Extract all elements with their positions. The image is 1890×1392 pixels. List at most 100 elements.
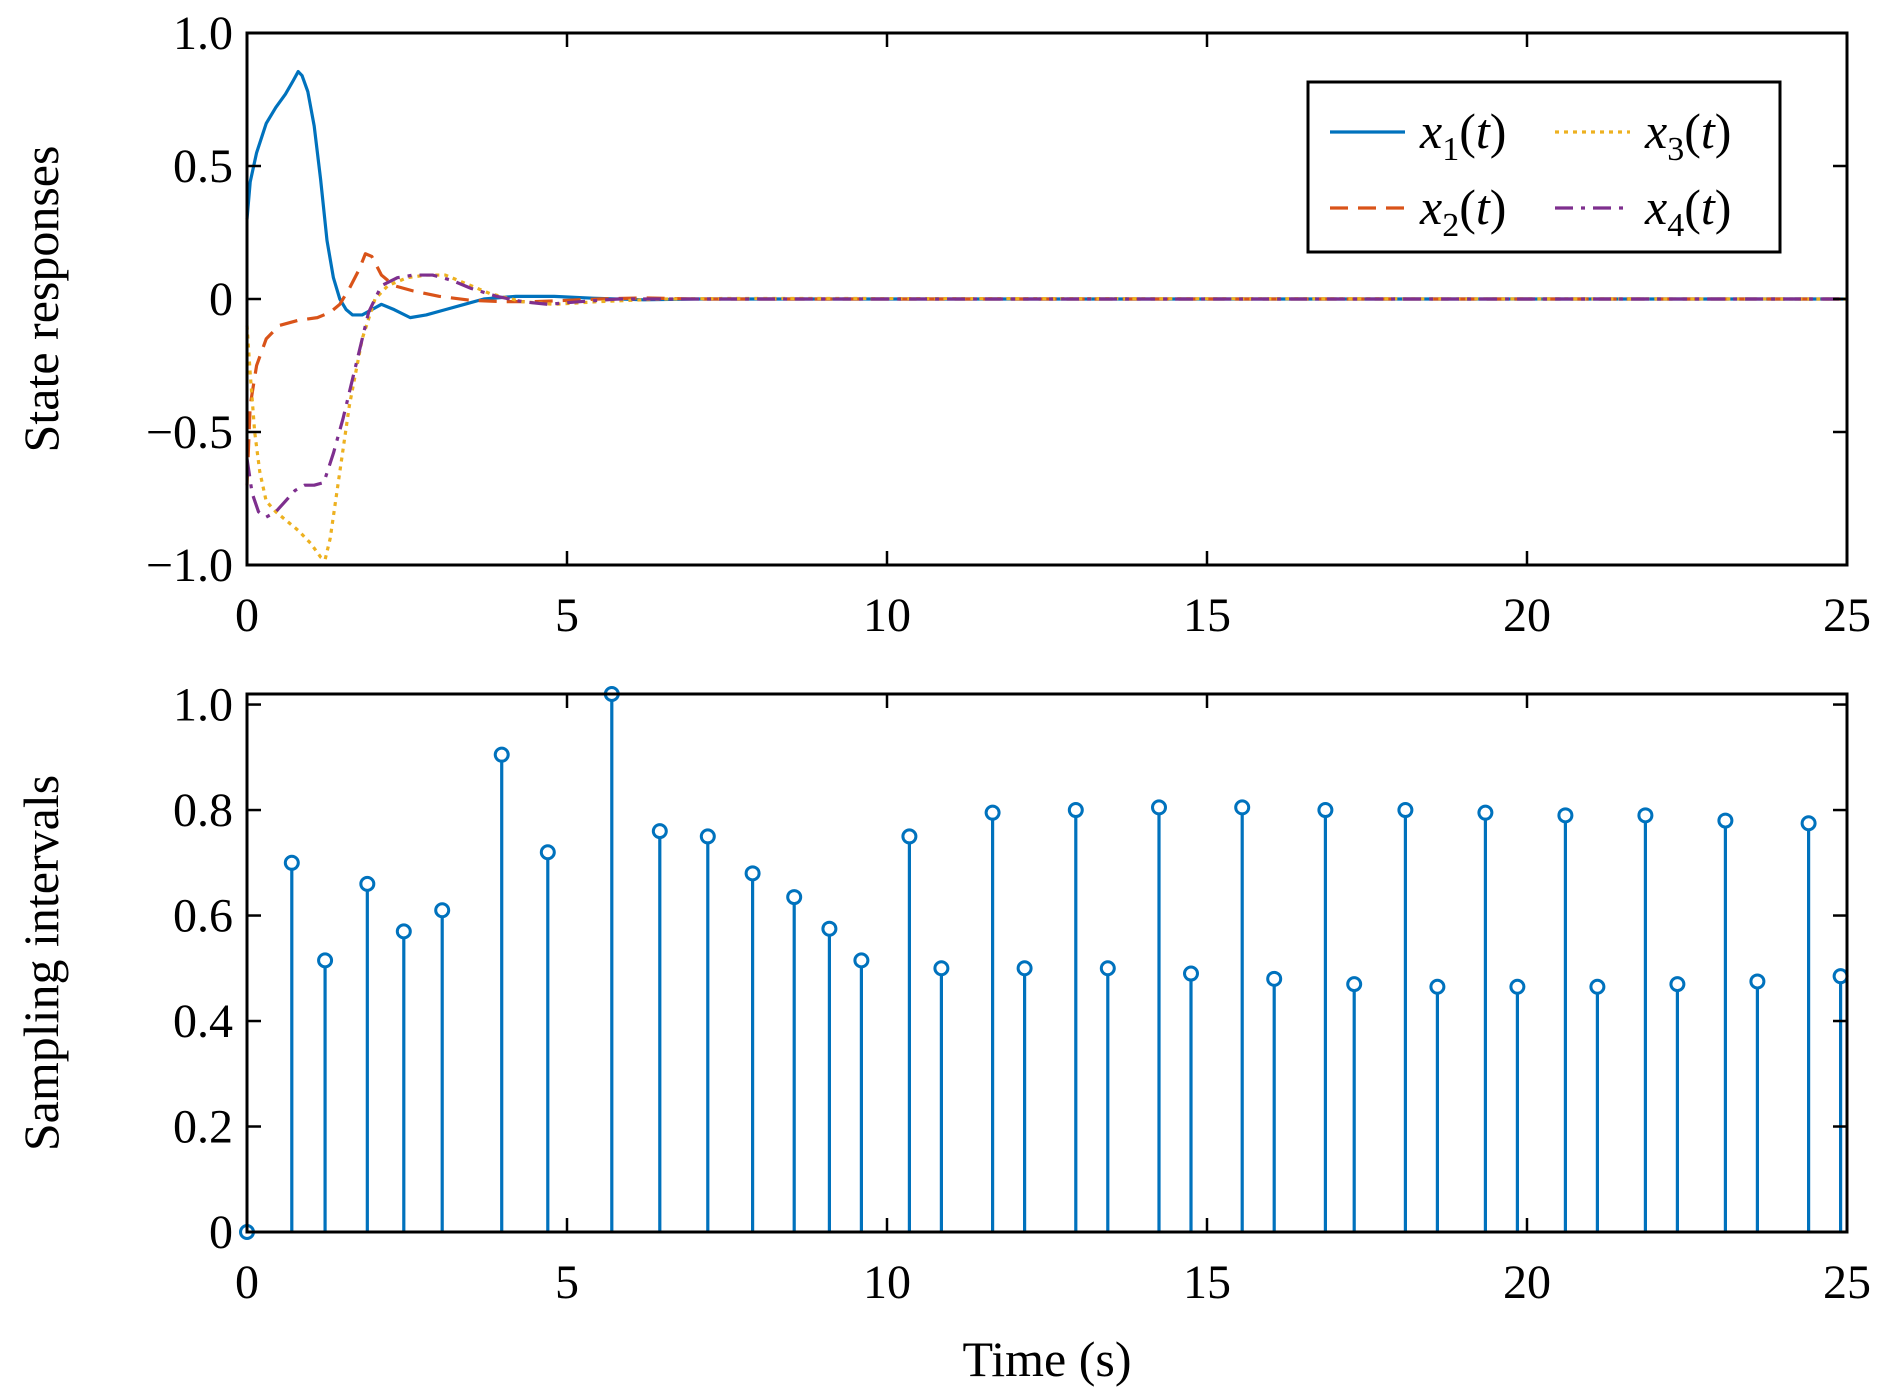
legend-subscript: 1 <box>1442 131 1459 168</box>
y-tick-label: 1.0 <box>173 7 233 60</box>
legend-paren-open: ( <box>1684 179 1701 235</box>
sampling-intervals-plot-area <box>239 686 1849 1240</box>
y-tick-label: 0 <box>209 273 233 326</box>
stem-marker <box>434 902 451 919</box>
legend-var: x <box>1419 103 1442 159</box>
sampling-intervals-x-ticks: 0 5 10 15 20 25 <box>235 694 1871 1309</box>
y-tick-label: −0.5 <box>146 406 233 459</box>
legend-paren-open: ( <box>1684 103 1701 159</box>
legend-var: x <box>1644 103 1667 159</box>
state-responses-x-ticks: 0 5 10 15 20 25 <box>235 33 1871 642</box>
stem-marker <box>1151 799 1167 816</box>
state-responses-y-ticks: −1.0 −0.5 0 0.5 1.0 <box>146 7 1847 592</box>
sampling-intervals-chart: 0 0.2 0.4 0.6 0.8 1.0 0 5 10 15 20 25 Sampling int… <box>13 679 1871 1387</box>
stem-marker <box>1099 960 1116 977</box>
x-tick-label: 20 <box>1503 589 1551 642</box>
stem-marker <box>786 889 803 906</box>
stem-marker <box>821 920 838 937</box>
stem-marker <box>1589 978 1606 995</box>
legend-subscript: 3 <box>1667 131 1684 168</box>
legend-arg: t <box>1476 103 1491 159</box>
x-tick-label: 25 <box>1823 1256 1871 1309</box>
legend-box <box>1306 80 1782 254</box>
stem-marker <box>933 960 950 977</box>
x-tick-label: 20 <box>1503 1256 1551 1309</box>
x-tick-label: 25 <box>1823 589 1871 642</box>
stem-marker <box>395 923 412 940</box>
legend-label-x4: x4(t) <box>1644 179 1731 244</box>
y-tick-label: 0.5 <box>173 140 233 193</box>
y-tick-label: 0.2 <box>173 1101 233 1154</box>
sampling-intervals-axes-frame <box>245 692 1849 1234</box>
stem-marker <box>1317 802 1334 819</box>
stem-marker <box>283 854 300 871</box>
sampling-intervals-y-ticks: 0 0.2 0.4 0.6 0.8 1.0 <box>173 679 1847 1259</box>
stem-marker <box>1346 976 1363 993</box>
legend: x1(t)x2(t)x3(t)x4(t) <box>1306 80 1782 254</box>
legend-var: x <box>1419 179 1442 235</box>
y-tick-label: 0.6 <box>173 890 233 943</box>
stem-marker <box>359 875 376 892</box>
series-line-x1 <box>245 69 1847 320</box>
x-tick-label: 0 <box>235 1256 259 1309</box>
y-tick-label: 0.8 <box>173 784 233 837</box>
stem-marker <box>853 952 870 969</box>
stem-marker <box>1477 804 1494 821</box>
series-line-x4 <box>245 273 1847 519</box>
stem-marker <box>1832 968 1849 985</box>
stem-marker <box>1234 799 1251 816</box>
stem-marker <box>1429 978 1446 995</box>
stem-marker <box>984 804 1001 821</box>
stem-marker <box>1637 807 1654 824</box>
legend-label-x1: x1(t) <box>1419 103 1506 168</box>
sampling-intervals-y-axis-title: Sampling intervals <box>13 775 69 1151</box>
legend-arg: t <box>1701 103 1716 159</box>
y-tick-label: 0.4 <box>173 995 233 1048</box>
legend-paren-close: ) <box>1715 103 1732 159</box>
stem-marker <box>1669 976 1686 993</box>
stem-marker <box>1557 807 1574 824</box>
legend-paren-close: ) <box>1715 179 1732 235</box>
legend-label-x3: x3(t) <box>1644 103 1731 168</box>
legend-paren-close: ) <box>1490 103 1507 159</box>
state-responses-y-axis-title: State responses <box>13 146 69 453</box>
stem-marker <box>1509 978 1526 995</box>
legend-paren-close: ) <box>1490 179 1507 235</box>
x-tick-label: 10 <box>863 589 911 642</box>
legend-arg: t <box>1476 179 1491 235</box>
stem-marker <box>493 746 510 763</box>
y-tick-label: 0 <box>209 1206 233 1259</box>
stem-marker <box>1397 802 1414 819</box>
y-tick-label: 1.0 <box>173 679 233 732</box>
legend-subscript: 4 <box>1667 207 1684 244</box>
legend-subscript: 2 <box>1442 207 1459 244</box>
legend-var: x <box>1644 179 1667 235</box>
x-tick-label: 5 <box>555 1256 579 1309</box>
stem-marker <box>1717 812 1734 829</box>
time-x-axis-title: Time (s) <box>962 1331 1131 1387</box>
legend-paren-open: ( <box>1459 179 1476 235</box>
stem-marker <box>901 828 918 845</box>
x-tick-label: 5 <box>555 589 579 642</box>
series-line-x2 <box>245 252 1847 486</box>
stem-marker <box>1266 970 1283 987</box>
x-tick-label: 10 <box>863 1256 911 1309</box>
x-tick-label: 15 <box>1183 589 1231 642</box>
stem-marker <box>1016 960 1033 977</box>
y-tick-label: −1.0 <box>146 539 233 592</box>
stem-marker <box>1749 973 1766 990</box>
stem-marker <box>651 823 668 840</box>
x-tick-label: 0 <box>235 589 259 642</box>
stem-marker <box>317 952 334 969</box>
stem-marker <box>744 865 761 882</box>
state-responses-plot-area <box>245 69 1848 562</box>
stem-marker <box>1183 965 1199 982</box>
stem-marker <box>699 828 716 845</box>
legend-arg: t <box>1701 179 1716 235</box>
stem-marker <box>1800 815 1817 832</box>
stem-marker <box>539 844 556 861</box>
x-tick-label: 15 <box>1183 1256 1231 1309</box>
legend-paren-open: ( <box>1459 103 1476 159</box>
